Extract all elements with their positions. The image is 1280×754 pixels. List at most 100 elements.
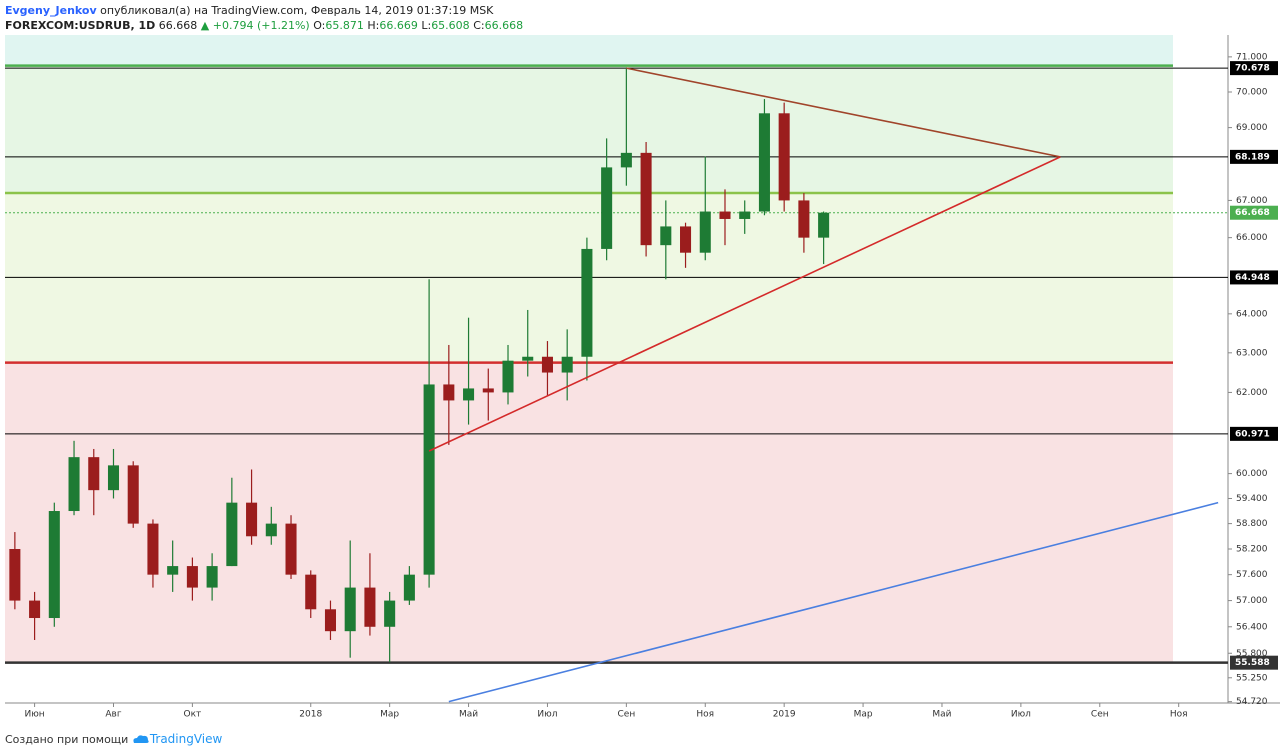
y-tick-label: 58.800 xyxy=(1236,519,1268,529)
x-tick-label: Мар xyxy=(380,710,399,720)
x-tick-label: 2018 xyxy=(299,710,322,720)
candle-body xyxy=(561,356,573,373)
price-label: 70.678 xyxy=(1235,64,1270,74)
x-tick-label: Окт xyxy=(184,710,202,720)
candle-body xyxy=(68,457,80,512)
y-tick-label: 70.000 xyxy=(1236,87,1268,97)
candle-body xyxy=(48,511,60,619)
zone xyxy=(5,35,1173,66)
x-tick-label: Мар xyxy=(854,710,873,720)
y-tick-label: 54.720 xyxy=(1236,697,1268,707)
candle-body xyxy=(324,609,336,632)
y-tick-label: 57.600 xyxy=(1236,570,1268,580)
y-tick-label: 55.250 xyxy=(1236,673,1268,683)
y-tick-label: 60.000 xyxy=(1236,469,1268,479)
candle-body xyxy=(364,587,376,627)
candle-body xyxy=(167,566,179,575)
candle-body xyxy=(699,211,711,253)
x-tick-label: Май xyxy=(932,710,951,720)
price-label: 55.588 xyxy=(1235,658,1270,668)
price-label: 66.668 xyxy=(1235,208,1270,218)
o-label: O: xyxy=(313,19,326,32)
candle-body xyxy=(265,523,277,537)
candle-body xyxy=(107,465,120,491)
candle-body xyxy=(403,574,415,601)
candle-body xyxy=(739,211,751,219)
y-tick-label: 63.000 xyxy=(1236,348,1268,358)
candle-body xyxy=(581,248,593,357)
y-tick-label: 69.000 xyxy=(1236,123,1268,133)
candle-body xyxy=(226,502,238,567)
candle-body xyxy=(818,212,830,238)
x-tick-label: Июн xyxy=(24,710,44,720)
low: 65.608 xyxy=(431,19,470,32)
candle-body xyxy=(344,587,356,632)
candle-body xyxy=(423,384,435,575)
close: 66.668 xyxy=(484,19,524,32)
last: 66.668 xyxy=(158,19,198,32)
c-label: C: xyxy=(473,19,485,32)
candle-body xyxy=(601,167,613,249)
candle-body xyxy=(660,226,672,246)
candle-body xyxy=(88,457,100,491)
x-tick-label: Июл xyxy=(1011,710,1031,720)
y-tick-label: 56.400 xyxy=(1236,622,1268,632)
brand[interactable]: TradingView xyxy=(149,732,223,746)
candle-body xyxy=(285,523,297,575)
y-tick-label: 55.800 xyxy=(1236,649,1268,659)
h-label: H: xyxy=(367,19,380,32)
candle-body xyxy=(305,574,317,610)
author[interactable]: Evgeny_Jenkov xyxy=(5,4,97,17)
x-tick-label: Июл xyxy=(537,710,557,720)
zone xyxy=(5,362,1173,663)
candle-body xyxy=(502,360,514,393)
price-label-box xyxy=(1230,205,1278,220)
y-tick-label: 67.000 xyxy=(1236,196,1268,206)
candle-body xyxy=(778,113,790,201)
candle-body xyxy=(127,465,139,524)
candle-body xyxy=(147,523,159,575)
x-tick-label: Сен xyxy=(618,710,636,720)
y-tick-label: 64.000 xyxy=(1236,309,1268,319)
x-tick-label: Ноя xyxy=(1170,710,1188,720)
header-line-2: FOREXCOM:USDRUB, 1D 66.668 ▲ +0.794 (+1.… xyxy=(5,18,523,33)
candle-body xyxy=(186,566,198,588)
candle-body xyxy=(798,200,810,238)
candle-body xyxy=(463,388,475,401)
chart: 71.000 70.000 69.000 67.000 66.000 64.000 63.0… xyxy=(5,35,1280,720)
l-label: L: xyxy=(421,19,432,32)
trendline xyxy=(428,156,1061,452)
change: ▲ +0.794 (+1.21%) xyxy=(200,19,310,32)
candle-body xyxy=(522,356,534,361)
trendline xyxy=(626,67,1061,158)
zone xyxy=(5,65,1173,194)
header: Evgeny_Jenkov опубликовал(а) на TradingV… xyxy=(5,3,523,33)
price-label-box xyxy=(1230,149,1278,164)
x-tick-label: Май xyxy=(459,710,478,720)
candle-body xyxy=(758,113,770,212)
y-tick-label: 71.000 xyxy=(1236,52,1268,62)
y-tick-label: 62.000 xyxy=(1236,388,1268,398)
candle-body xyxy=(719,211,731,219)
footer: Создано при помощи TradingView xyxy=(5,731,222,746)
candle-body xyxy=(482,388,494,393)
x-tick-label: Авг xyxy=(105,710,121,720)
candle-body xyxy=(620,152,632,168)
logo-icon xyxy=(133,735,149,743)
symbol: FOREXCOM:USDRUB, 1D xyxy=(5,19,156,32)
candle-body xyxy=(384,600,396,627)
candle-body xyxy=(9,549,21,601)
x-tick-label: Ноя xyxy=(696,710,714,720)
candle-body xyxy=(29,600,41,619)
open: 65.871 xyxy=(325,19,364,32)
footer-text: Создано при помощи xyxy=(5,733,129,746)
y-tick-label: 59.400 xyxy=(1236,494,1268,504)
candle-body xyxy=(680,226,692,253)
logo-cloud xyxy=(133,735,149,743)
price-label-box xyxy=(1230,655,1278,670)
y-tick-label: 57.000 xyxy=(1236,596,1268,606)
y-tick-label: 66.000 xyxy=(1236,233,1268,243)
x-tick-label: Сен xyxy=(1091,710,1109,720)
candle-body xyxy=(640,152,652,246)
